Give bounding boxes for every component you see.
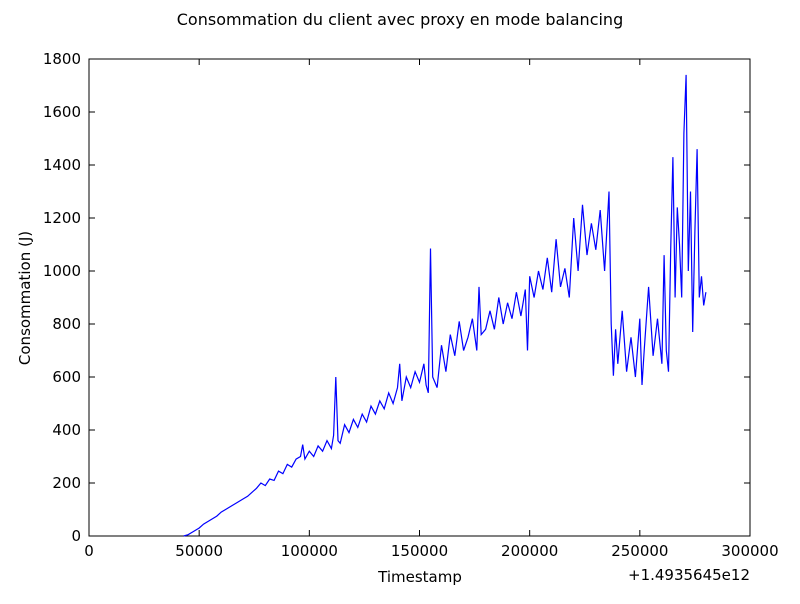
x-offset-label: +1.4935645e12 [628,566,750,584]
x-tick-label: 100000 [281,542,338,560]
y-tick-label: 800 [52,315,81,333]
y-tick-label: 1600 [43,103,81,121]
x-tick-label: 250000 [611,542,668,560]
chart-title: Consommation du client avec proxy en mod… [177,10,623,29]
plot-frame [88,58,751,537]
x-tick-label: 50000 [175,542,223,560]
x-tick-label: 200000 [501,542,558,560]
y-tick-label: 1400 [43,156,81,174]
y-tick-label: 1800 [43,50,81,68]
y-tick-label: 0 [71,527,81,545]
y-axis-label: Consommation (J) [16,231,34,365]
x-tick-label: 300000 [721,542,778,560]
x-tick-label: 150000 [391,542,448,560]
x-tick-label: 0 [84,542,94,560]
y-tick-label: 1200 [43,209,81,227]
y-tick-label: 600 [52,368,81,386]
y-tick-label: 200 [52,474,81,492]
y-tick-label: 400 [52,421,81,439]
data-line [183,74,707,537]
x-axis-label: Timestamp [377,568,462,586]
y-tick-label: 1000 [43,262,81,280]
